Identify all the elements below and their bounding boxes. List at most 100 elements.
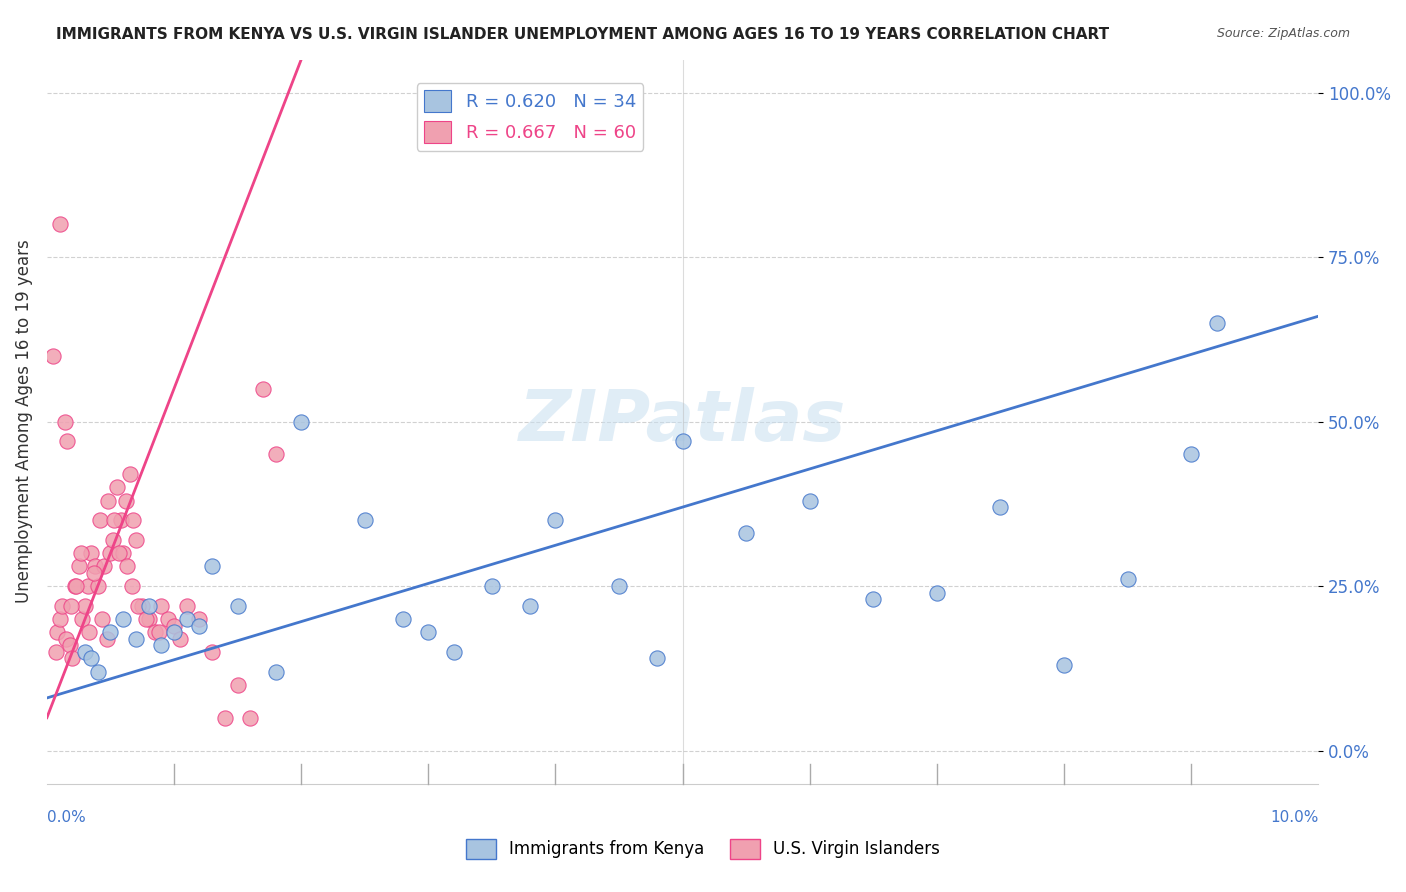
Legend: R = 0.620   N = 34, R = 0.667   N = 60: R = 0.620 N = 34, R = 0.667 N = 60 <box>416 83 643 151</box>
Point <box>1053 658 1076 673</box>
Point <box>108 546 131 560</box>
Point <box>1205 316 1227 330</box>
Point <box>72 612 94 626</box>
Point <box>226 599 249 613</box>
Point <box>80 546 103 560</box>
Point <box>239 711 262 725</box>
Point <box>115 559 138 574</box>
Point <box>799 493 821 508</box>
Point <box>73 645 96 659</box>
Point <box>125 533 148 547</box>
Point <box>60 599 83 613</box>
Point <box>110 513 132 527</box>
Point <box>131 599 153 613</box>
Text: IMMIGRANTS FROM KENYA VS U.S. VIRGIN ISLANDER UNEMPLOYMENT AMONG AGES 16 TO 19 Y: IMMIGRANTS FROM KENYA VS U.S. VIRGIN ISL… <box>56 27 1109 42</box>
Point <box>163 618 186 632</box>
Point <box>645 651 668 665</box>
Point <box>112 546 135 560</box>
Point <box>122 513 145 527</box>
Point <box>60 651 83 665</box>
Point <box>63 579 86 593</box>
Point <box>443 645 465 659</box>
Point <box>925 585 948 599</box>
Point <box>264 665 287 679</box>
Point <box>481 579 503 593</box>
Point <box>73 599 96 613</box>
Text: 10.0%: 10.0% <box>1270 810 1319 825</box>
Point <box>89 513 111 527</box>
Point <box>214 711 236 725</box>
Point <box>42 349 65 363</box>
Point <box>55 632 77 646</box>
Legend: Immigrants from Kenya, U.S. Virgin Islanders: Immigrants from Kenya, U.S. Virgin Islan… <box>460 832 946 866</box>
Point <box>127 599 149 613</box>
Point <box>862 592 884 607</box>
Point <box>169 632 191 646</box>
Point <box>56 434 79 449</box>
Point <box>148 625 170 640</box>
Point <box>735 526 758 541</box>
Point <box>544 513 567 527</box>
Point <box>83 566 105 580</box>
Point <box>121 579 143 593</box>
Point <box>80 651 103 665</box>
Point <box>112 612 135 626</box>
Point <box>156 612 179 626</box>
Point <box>100 625 122 640</box>
Point <box>188 612 211 626</box>
Point <box>125 632 148 646</box>
Point <box>103 513 125 527</box>
Point <box>65 579 87 593</box>
Point <box>96 632 118 646</box>
Point <box>143 625 166 640</box>
Point <box>1116 573 1139 587</box>
Point <box>150 638 173 652</box>
Point <box>90 612 112 626</box>
Point <box>607 579 630 593</box>
Point <box>163 625 186 640</box>
Point <box>70 546 93 560</box>
Point <box>176 612 198 626</box>
Point <box>519 599 541 613</box>
Point <box>418 625 440 640</box>
Point <box>59 638 82 652</box>
Text: 0.0%: 0.0% <box>46 810 86 825</box>
Point <box>67 559 90 574</box>
Point <box>48 217 70 231</box>
Point <box>77 625 100 640</box>
Point <box>252 382 274 396</box>
Point <box>118 467 141 482</box>
Point <box>53 415 76 429</box>
Point <box>1180 447 1202 461</box>
Point <box>84 559 107 574</box>
Point <box>97 493 120 508</box>
Point <box>100 546 122 560</box>
Point <box>87 665 110 679</box>
Point <box>201 645 224 659</box>
Point <box>48 612 70 626</box>
Point <box>264 447 287 461</box>
Point <box>290 415 312 429</box>
Point <box>76 579 98 593</box>
Point <box>93 559 115 574</box>
Point <box>671 434 693 449</box>
Point <box>201 559 224 574</box>
Point <box>135 612 157 626</box>
Point <box>226 678 249 692</box>
Point <box>188 618 211 632</box>
Text: Source: ZipAtlas.com: Source: ZipAtlas.com <box>1216 27 1350 40</box>
Point <box>101 533 124 547</box>
Point <box>353 513 375 527</box>
Point <box>176 599 198 613</box>
Point <box>114 493 136 508</box>
Point <box>105 480 128 494</box>
Point <box>138 612 160 626</box>
Point <box>392 612 415 626</box>
Point <box>138 599 160 613</box>
Point <box>45 645 67 659</box>
Point <box>150 599 173 613</box>
Text: ZIPatlas: ZIPatlas <box>519 387 846 456</box>
Point <box>46 625 69 640</box>
Point <box>51 599 73 613</box>
Point <box>87 579 110 593</box>
